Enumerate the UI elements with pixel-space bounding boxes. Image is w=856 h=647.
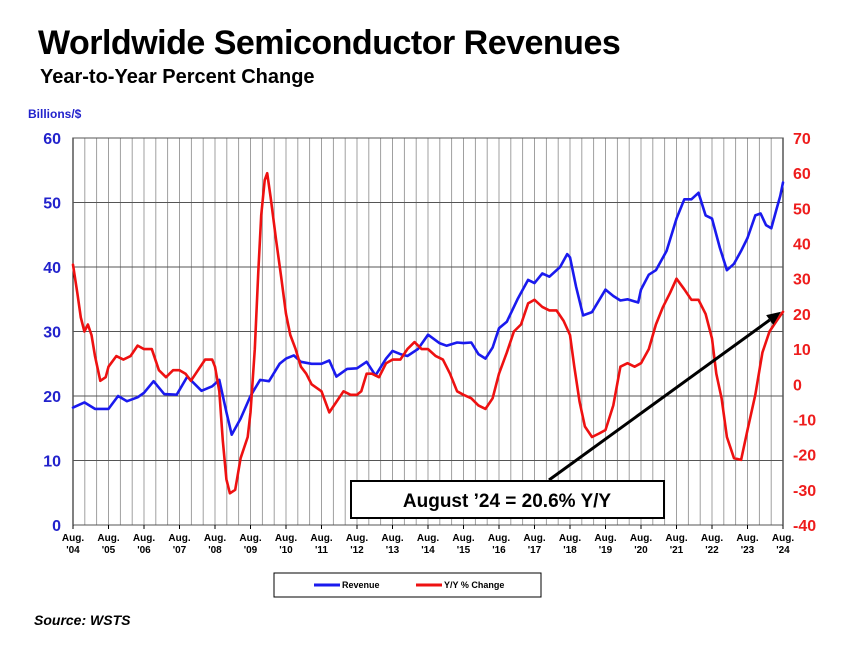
x-tick-label: Aug. '24 — [772, 533, 794, 556]
annotation-arrowhead — [766, 311, 781, 325]
series-line-revenue — [71, 181, 785, 437]
x-tick-label: Aug. '15 — [452, 533, 474, 556]
x-tick-label: Aug. '20 — [630, 533, 652, 556]
x-tick-label: Aug. '19 — [594, 533, 616, 556]
legend: Revenue Y/Y % Change — [273, 572, 542, 598]
y-tick-label-right: 40 — [793, 237, 811, 254]
chart-grid — [72, 137, 784, 526]
y-tick-label-right: 30 — [793, 272, 811, 289]
chart-title: Worldwide Semiconductor Revenues — [38, 24, 621, 62]
y-tick-label-left: 60 — [43, 131, 61, 148]
x-tick-label: Aug. '16 — [488, 533, 510, 556]
left-axis-ticks: 0 10 20 30 40 50 60 — [43, 131, 61, 535]
y-tick-label-left: 50 — [43, 196, 61, 213]
annotation-arrow — [548, 318, 771, 482]
legend-label-revenue: Revenue — [342, 580, 380, 590]
right-axis-ticks: -40 -30 -20 -10 0 10 20 30 40 50 60 70 — [793, 131, 816, 535]
x-tick-label: Aug. '06 — [133, 533, 155, 556]
x-tick-label: Aug. '17 — [523, 533, 545, 556]
series-line-yoy-change — [71, 171, 785, 495]
y-tick-label-right: 50 — [793, 201, 811, 218]
chart-subtitle: Year-to-Year Percent Change — [40, 66, 315, 88]
y-tick-label-left: 10 — [43, 454, 61, 471]
x-tick-label: Aug. '14 — [417, 533, 439, 556]
x-tick-label: Aug. '12 — [346, 533, 368, 556]
x-tick-label: Aug. '11 — [310, 533, 332, 556]
y-tick-label-left: 30 — [43, 325, 61, 342]
legend-label-yoy: Y/Y % Change — [444, 580, 504, 590]
y-tick-label-left: 40 — [43, 260, 61, 277]
x-tick-label: Aug. '08 — [204, 533, 226, 556]
x-tick-label: Aug. '05 — [97, 533, 119, 556]
y-tick-label-right: 20 — [793, 307, 811, 324]
x-tick-label: Aug. '07 — [168, 533, 190, 556]
x-tick-label: Aug. '04 — [62, 533, 84, 556]
y-tick-label-left: 0 — [52, 518, 61, 535]
x-tick-label: Aug. '23 — [736, 533, 758, 556]
y-tick-label-right: 60 — [793, 166, 811, 183]
annotation-box — [350, 480, 665, 519]
y-tick-label-left: 20 — [43, 389, 61, 406]
x-axis-ticks: Aug. '04 Aug. '05 Aug. '06 Aug. '07 Aug. '08 Aug. '… — [62, 525, 794, 556]
y-axis-label: Billions/$ — [28, 107, 82, 121]
x-tick-label: Aug. '13 — [381, 533, 403, 556]
series-lines — [71, 171, 785, 495]
y-tick-label-right: 70 — [793, 131, 811, 148]
x-tick-label: Aug. '22 — [701, 533, 723, 556]
y-tick-label-right: 10 — [793, 342, 811, 359]
x-tick-label: Aug. '18 — [559, 533, 581, 556]
x-tick-label: Aug. '09 — [239, 533, 261, 556]
x-tick-label: Aug. '10 — [275, 533, 297, 556]
x-tick-label: Aug. '21 — [665, 533, 687, 556]
y-tick-label-right: -30 — [793, 483, 816, 500]
annotation: August ’24 = 20.6% Y/Y — [350, 311, 781, 519]
y-tick-label-right: -40 — [793, 518, 816, 535]
source-note: Source: WSTS — [34, 612, 131, 628]
y-tick-label-right: 0 — [793, 377, 802, 394]
annotation-text: August ’24 = 20.6% Y/Y — [403, 491, 612, 512]
y-tick-label-right: -20 — [793, 448, 816, 465]
y-tick-label-right: -10 — [793, 412, 816, 429]
